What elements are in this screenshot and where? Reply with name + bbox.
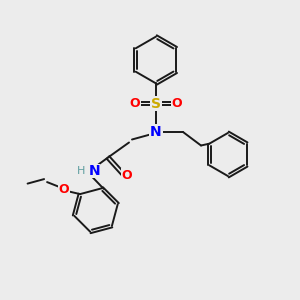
Text: O: O xyxy=(172,97,182,110)
Text: N: N xyxy=(88,164,100,178)
Text: O: O xyxy=(130,97,140,110)
Text: O: O xyxy=(121,169,132,182)
Text: O: O xyxy=(58,183,69,196)
Text: H: H xyxy=(77,166,86,176)
Text: S: S xyxy=(151,97,161,110)
Text: N: N xyxy=(150,125,162,139)
